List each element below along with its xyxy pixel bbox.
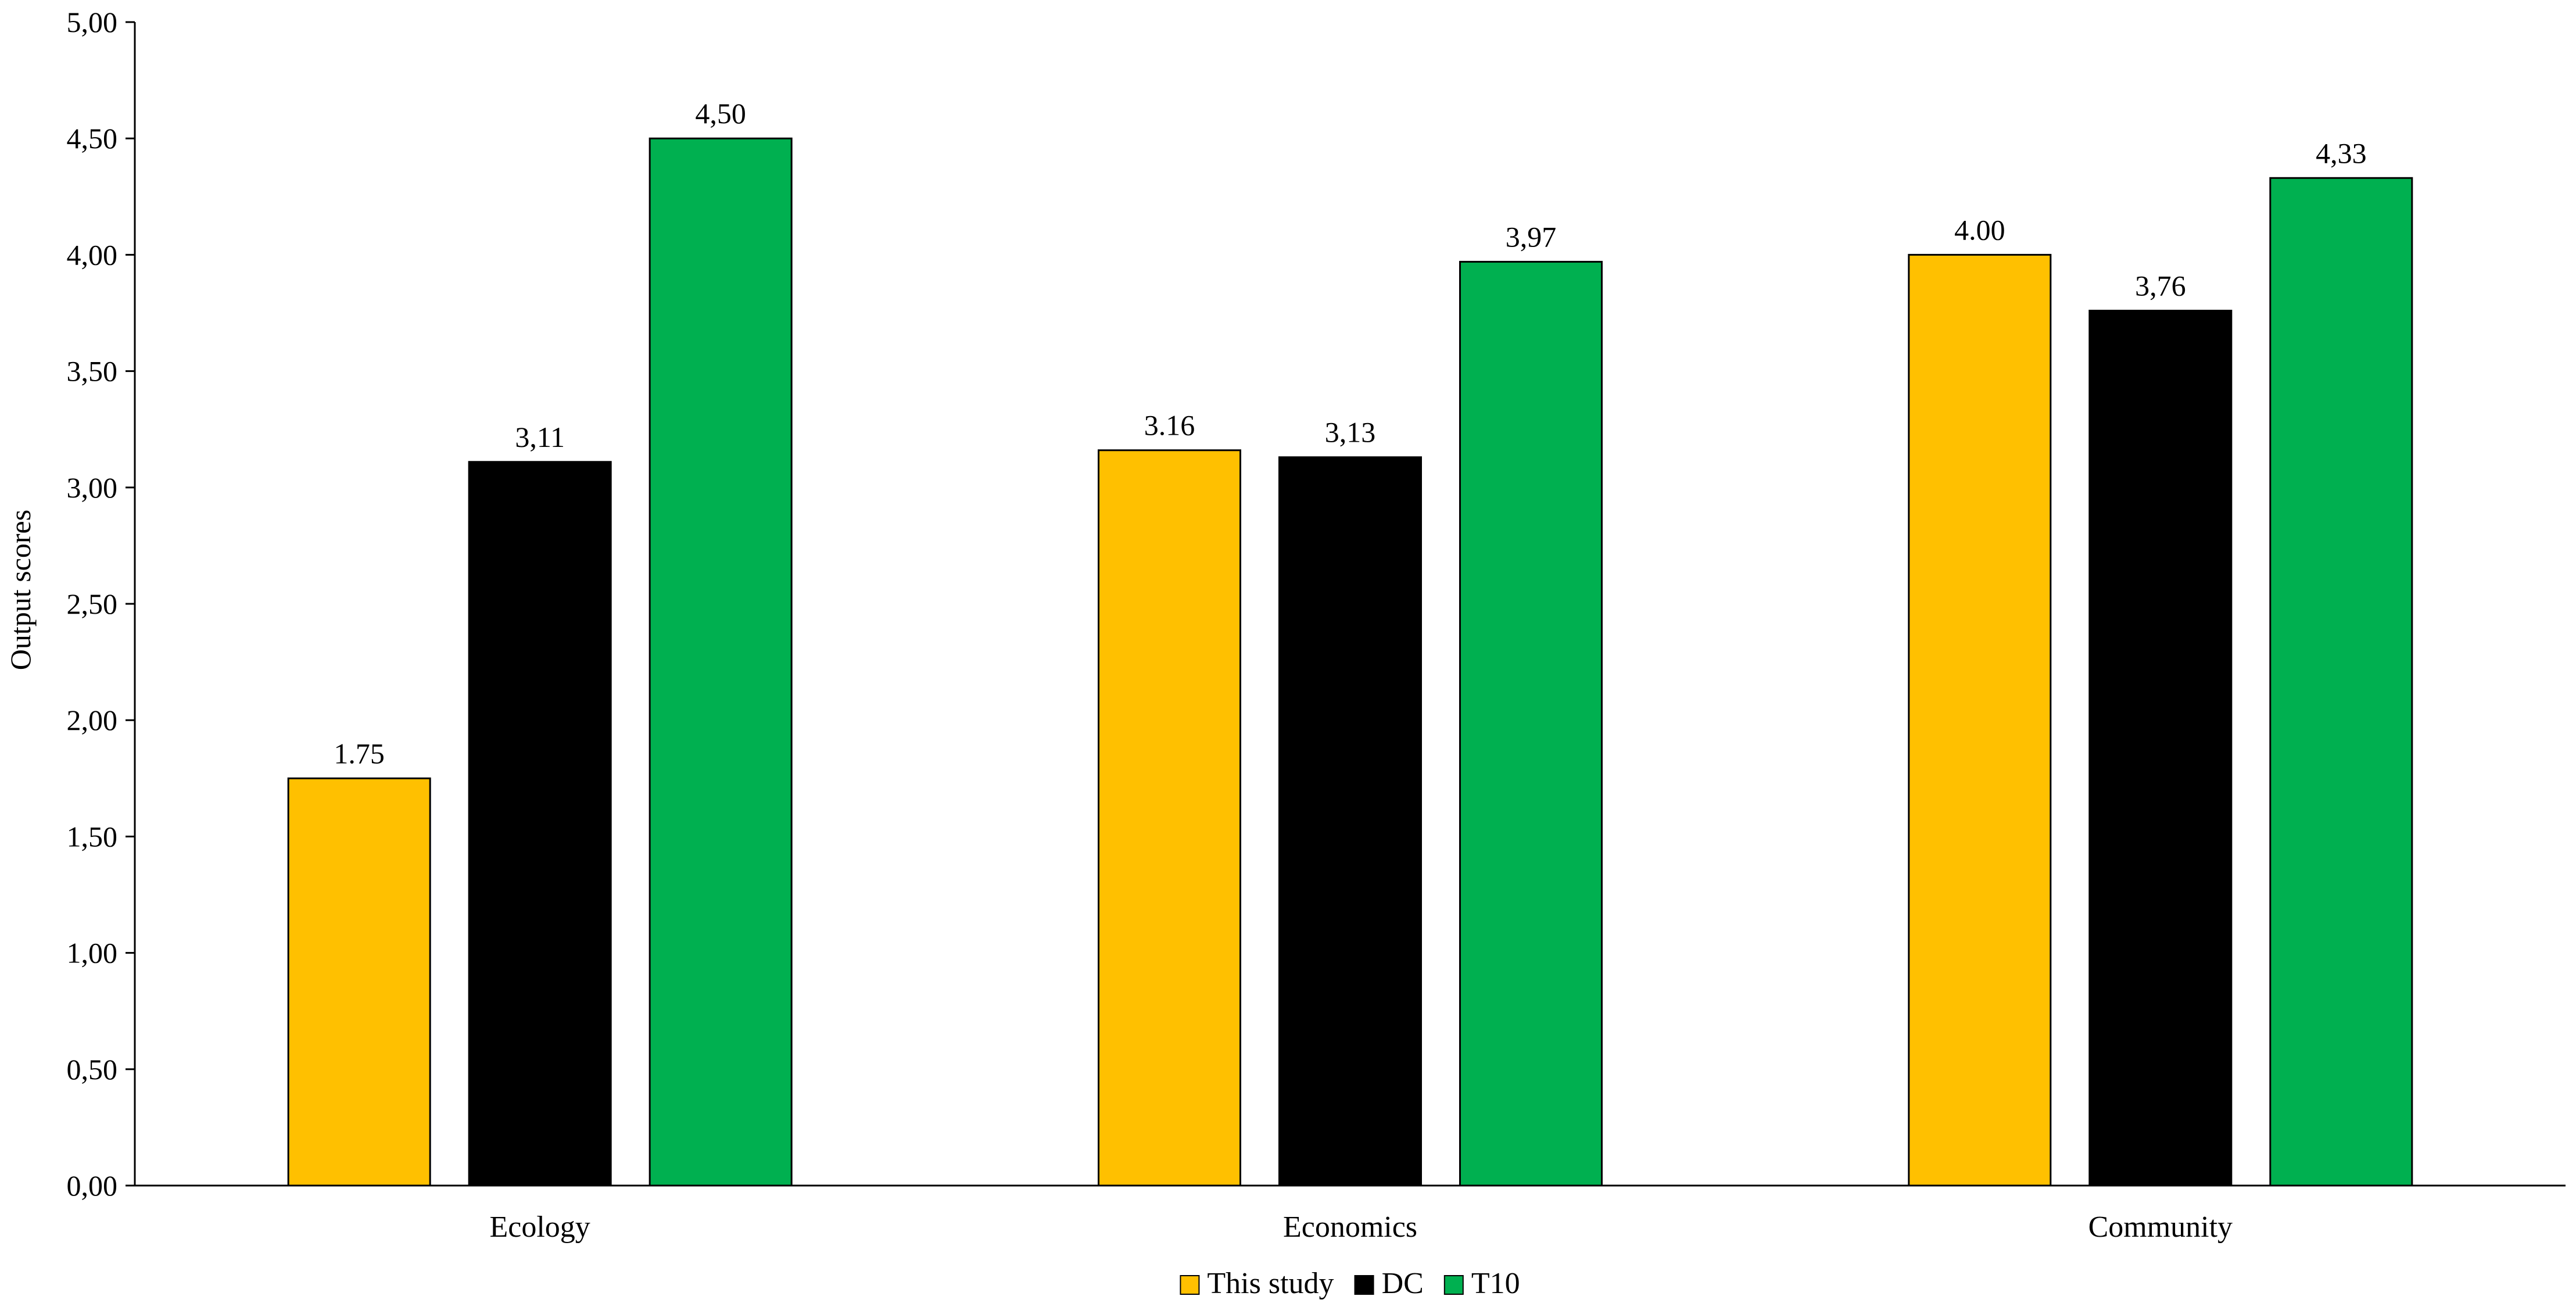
y-axis-title: Output scores (4, 510, 37, 670)
data-label: 3.16 (1144, 409, 1195, 442)
data-labels: 1.75 3,11 4,50 3.16 3,13 3,97 4.00 3,76 4,33 (334, 97, 2366, 769)
legend-swatch (1354, 1275, 1374, 1295)
bar-t10-economics (1459, 260, 1603, 1187)
category-labels: Ecology Economics Community (490, 1211, 2233, 1244)
y-tick-label: 1,00 (67, 937, 118, 969)
y-tick-label: 4,00 (67, 238, 118, 271)
y-tick-label: 5,00 (67, 6, 118, 38)
x-category-label: Community (2088, 1211, 2233, 1244)
data-label: 4,50 (695, 97, 746, 130)
bar-this-study-economics (1098, 449, 1241, 1187)
y-tick-label: 2,00 (67, 704, 118, 736)
data-label: 1.75 (334, 737, 385, 769)
data-label: 4,33 (2316, 137, 2367, 169)
y-tick-label: 0,50 (67, 1053, 118, 1086)
bar-this-study-community (1908, 253, 2052, 1187)
bar-t10-community (2269, 177, 2413, 1187)
legend-label: T10 (1471, 1267, 1520, 1300)
bar-dc-ecology (468, 461, 612, 1187)
data-label: 3,97 (1506, 220, 1557, 253)
y-tick-label: 0,00 (67, 1169, 118, 1202)
bar-dc-economics (1278, 456, 1422, 1187)
bar-dc-community (2088, 309, 2233, 1187)
legend-swatch (1180, 1275, 1200, 1295)
x-category-label: Ecology (490, 1211, 590, 1244)
data-label: 3,13 (1325, 416, 1376, 449)
legend-swatch (1443, 1275, 1464, 1295)
y-tick-label: 1,50 (67, 820, 118, 853)
bar-this-study-ecology (287, 777, 431, 1187)
data-label: 3,76 (2135, 269, 2186, 302)
y-axis-title-group: Output scores (4, 510, 37, 670)
legend-label: DC (1382, 1267, 1424, 1300)
y-tick-label: 2,50 (67, 588, 118, 620)
data-label: 3,11 (515, 421, 565, 453)
legend-label: This study (1207, 1267, 1334, 1300)
bars (287, 137, 2413, 1187)
bar-t10-ecology (649, 137, 793, 1187)
y-tick-label: 4,50 (67, 122, 118, 155)
y-axis-ticks: 0,00 0,50 1,00 1,50 2,00 2,50 3,00 3,50 4,00 4,50… (67, 6, 135, 1202)
data-label: 4.00 (1954, 213, 2005, 246)
legend: This study DC T10 (1180, 1267, 1520, 1300)
x-category-label: Economics (1283, 1211, 1417, 1244)
y-tick-label: 3,00 (67, 471, 118, 504)
y-tick-label: 3,50 (67, 355, 118, 388)
